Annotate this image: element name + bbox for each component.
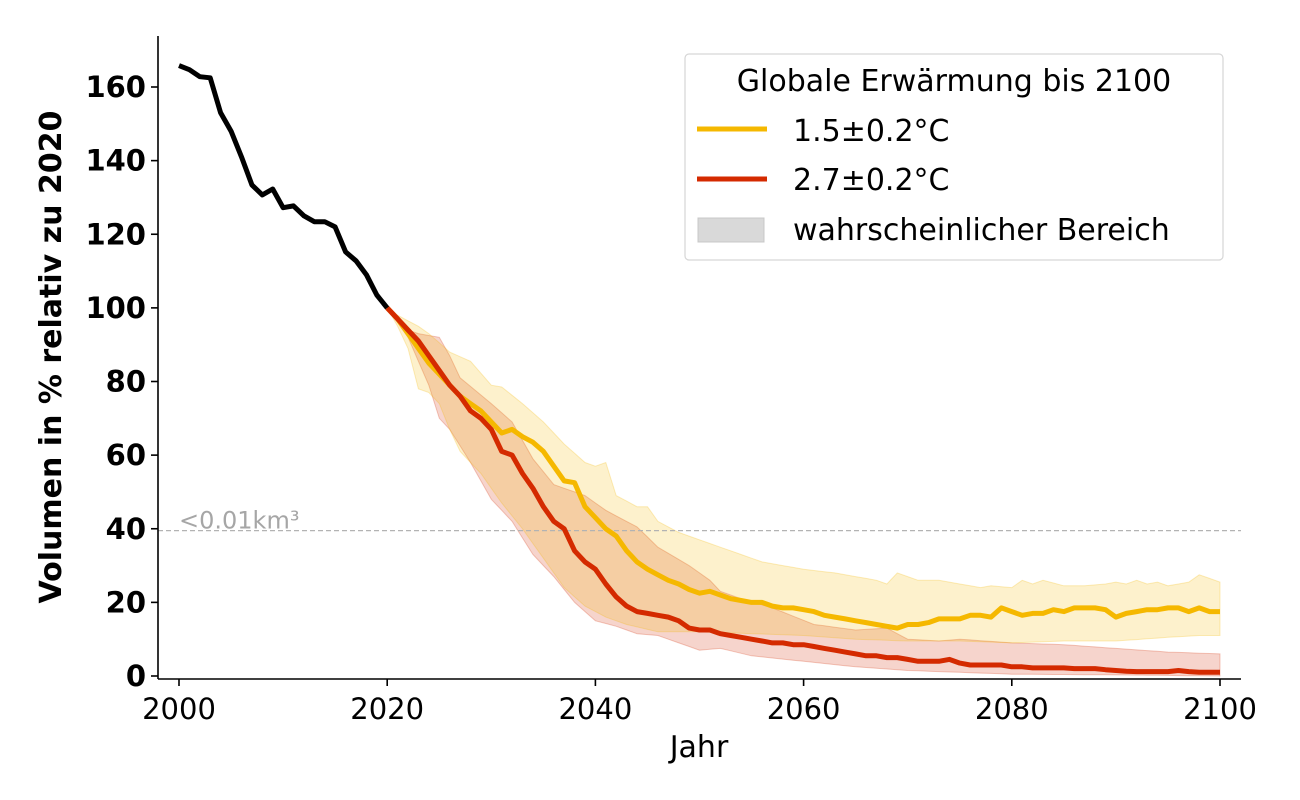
y-tick-label: 40 <box>106 512 146 546</box>
threshold-annotation: <0.01km³ <box>158 507 1241 535</box>
legend-label-2-7c: 2.7±0.2°C <box>793 163 950 198</box>
y-tick-label: 60 <box>106 438 146 472</box>
band-1-5c <box>386 307 1221 644</box>
x-tick-label: 2080 <box>975 692 1049 726</box>
y-tick-label: 140 <box>85 144 146 178</box>
band-2-7c <box>386 307 1221 677</box>
range-bands <box>386 307 1221 677</box>
legend: Globale Erwärmung bis 2100 1.5±0.2°C 2.7… <box>684 53 1224 261</box>
x-tick-label: 2060 <box>767 692 841 726</box>
legend-label-range: wahrscheinlicher Bereich <box>793 213 1170 248</box>
series-lines <box>178 63 1220 675</box>
line-historical <box>178 63 390 310</box>
x-tick-label: 2040 <box>558 692 632 726</box>
legend-label-1-5c: 1.5±0.2°C <box>793 114 950 149</box>
x-ticks: 2000 2020 2040 2060 2080 2100 <box>142 679 1257 726</box>
legend-frame <box>684 53 1224 261</box>
x-tick-label: 2100 <box>1183 692 1257 726</box>
line-1-5c <box>385 306 1220 631</box>
line-2-7c <box>385 306 1220 675</box>
legend-swatch-range <box>697 217 765 243</box>
y-axis-label: Volumen in % relativ zu 2020 <box>34 111 69 604</box>
legend-entry-1-5c: 1.5±0.2°C <box>697 114 950 149</box>
legend-title: Globale Erwärmung bis 2100 <box>737 64 1171 99</box>
y-tick-label: 20 <box>106 585 146 619</box>
x-axis-label: Jahr <box>668 730 729 765</box>
y-tick-label: 0 <box>126 659 146 693</box>
legend-entry-2-7c: 2.7±0.2°C <box>697 163 950 198</box>
legend-entry-range: wahrscheinlicher Bereich <box>697 213 1170 248</box>
x-tick-label: 2000 <box>142 692 216 726</box>
threshold-label: <0.01km³ <box>179 507 299 535</box>
y-tick-label: 100 <box>85 291 146 325</box>
x-tick-label: 2020 <box>350 692 424 726</box>
y-ticks: 0 20 40 60 80 100 120 140 160 <box>85 70 158 693</box>
y-tick-label: 120 <box>85 217 146 251</box>
y-tick-label: 160 <box>85 70 146 104</box>
y-tick-label: 80 <box>106 365 146 399</box>
